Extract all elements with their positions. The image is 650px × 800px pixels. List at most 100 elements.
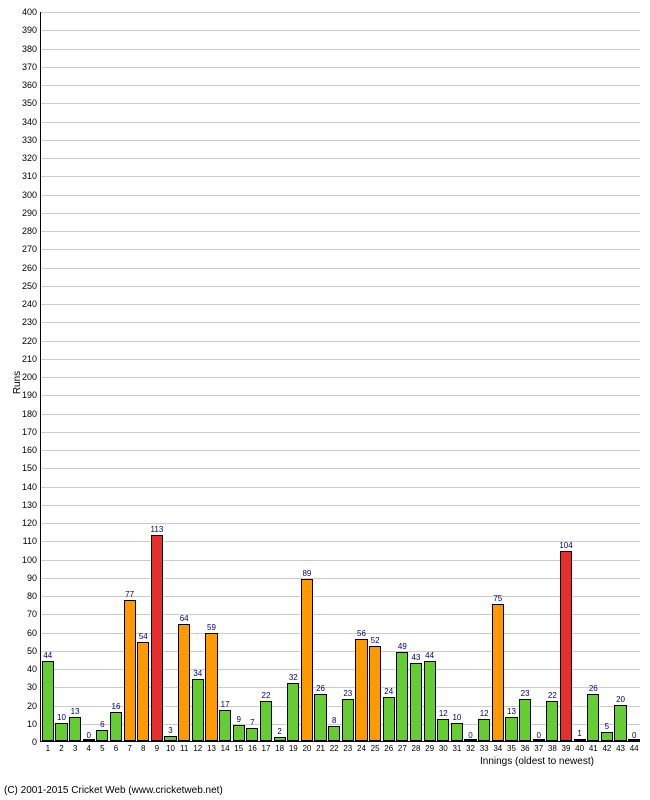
grid-line xyxy=(41,158,640,159)
y-tick-label: 280 xyxy=(22,226,41,236)
x-tick-label: 40 xyxy=(575,741,584,753)
grid-line xyxy=(41,140,640,141)
x-tick-label: 42 xyxy=(602,741,611,753)
bar-value-label: 13 xyxy=(507,707,516,716)
bar-value-label: 34 xyxy=(193,669,202,678)
y-tick-label: 310 xyxy=(22,171,41,181)
grid-line xyxy=(41,432,640,433)
grid-line xyxy=(41,414,640,415)
bar xyxy=(124,600,136,741)
x-tick-label: 30 xyxy=(439,741,448,753)
bar xyxy=(192,679,204,741)
grid-line xyxy=(41,322,640,323)
x-tick-label: 13 xyxy=(207,741,216,753)
bar xyxy=(287,683,299,741)
x-tick-label: 29 xyxy=(425,741,434,753)
bar xyxy=(601,732,613,741)
grid-line xyxy=(41,195,640,196)
bar-value-label: 43 xyxy=(412,653,421,662)
bar-value-label: 54 xyxy=(139,632,148,641)
bar-value-label: 44 xyxy=(43,651,52,660)
bar xyxy=(355,639,367,741)
grid-line xyxy=(41,487,640,488)
bar-value-label: 10 xyxy=(452,713,461,722)
x-tick-label: 41 xyxy=(589,741,598,753)
bar-value-label: 7 xyxy=(250,718,254,727)
x-tick-label: 20 xyxy=(302,741,311,753)
y-tick-label: 230 xyxy=(22,317,41,327)
bar-value-label: 0 xyxy=(86,731,90,740)
grid-line xyxy=(41,231,640,232)
x-tick-label: 6 xyxy=(114,741,118,753)
x-tick-label: 43 xyxy=(616,741,625,753)
grid-line xyxy=(41,377,640,378)
grid-line xyxy=(41,176,640,177)
x-tick-label: 27 xyxy=(398,741,407,753)
bar xyxy=(96,730,108,741)
bar-value-label: 44 xyxy=(425,651,434,660)
bar-value-label: 6 xyxy=(100,720,104,729)
bar-value-label: 9 xyxy=(236,715,240,724)
x-tick-label: 16 xyxy=(248,741,257,753)
bar-value-label: 89 xyxy=(302,569,311,578)
x-tick-label: 17 xyxy=(262,741,271,753)
y-tick-label: 390 xyxy=(22,25,41,35)
bar xyxy=(219,710,231,741)
bar xyxy=(233,725,245,741)
grid-line xyxy=(41,49,640,50)
y-tick-label: 250 xyxy=(22,281,41,291)
y-tick-label: 100 xyxy=(22,555,41,565)
x-tick-label: 39 xyxy=(562,741,571,753)
bar-value-label: 24 xyxy=(384,687,393,696)
bar-value-label: 26 xyxy=(589,684,598,693)
grid-line xyxy=(41,560,640,561)
bar-value-label: 3 xyxy=(168,726,172,735)
y-tick-label: 180 xyxy=(22,409,41,419)
grid-line xyxy=(41,523,640,524)
bar xyxy=(492,604,504,741)
x-tick-label: 14 xyxy=(221,741,230,753)
bar xyxy=(519,699,531,741)
bar-value-label: 56 xyxy=(357,629,366,638)
bar xyxy=(314,694,326,741)
y-tick-label: 270 xyxy=(22,244,41,254)
bar-value-label: 1 xyxy=(577,729,581,738)
bar-value-label: 8 xyxy=(332,716,336,725)
y-axis-title: Runs xyxy=(12,371,23,394)
plot-area: 0102030405060708090100110120130140150160… xyxy=(40,12,640,742)
grid-line xyxy=(41,103,640,104)
y-tick-label: 240 xyxy=(22,299,41,309)
bar-value-label: 22 xyxy=(548,691,557,700)
bar-value-label: 104 xyxy=(559,541,572,550)
bar xyxy=(505,717,517,741)
x-tick-label: 36 xyxy=(521,741,530,753)
y-tick-label: 330 xyxy=(22,135,41,145)
x-tick-label: 10 xyxy=(166,741,175,753)
bar-value-label: 12 xyxy=(480,709,489,718)
x-tick-label: 2 xyxy=(59,741,63,753)
y-tick-label: 20 xyxy=(27,701,41,711)
grid-line xyxy=(41,304,640,305)
y-tick-label: 170 xyxy=(22,427,41,437)
x-tick-label: 35 xyxy=(507,741,516,753)
x-tick-label: 4 xyxy=(86,741,90,753)
bar xyxy=(178,624,190,741)
x-tick-label: 25 xyxy=(371,741,380,753)
bar xyxy=(69,717,81,741)
x-tick-label: 28 xyxy=(412,741,421,753)
x-tick-label: 3 xyxy=(73,741,77,753)
bar-value-label: 16 xyxy=(112,702,121,711)
x-tick-label: 8 xyxy=(141,741,145,753)
y-tick-label: 50 xyxy=(27,646,41,656)
grid-line xyxy=(41,122,640,123)
bar-value-label: 0 xyxy=(536,731,540,740)
x-tick-label: 22 xyxy=(330,741,339,753)
grid-line xyxy=(41,450,640,451)
x-tick-label: 37 xyxy=(534,741,543,753)
y-tick-label: 200 xyxy=(22,372,41,382)
bar-value-label: 22 xyxy=(262,691,271,700)
x-tick-label: 11 xyxy=(180,741,188,753)
y-tick-label: 220 xyxy=(22,336,41,346)
y-tick-label: 80 xyxy=(27,591,41,601)
bar-value-label: 12 xyxy=(439,709,448,718)
